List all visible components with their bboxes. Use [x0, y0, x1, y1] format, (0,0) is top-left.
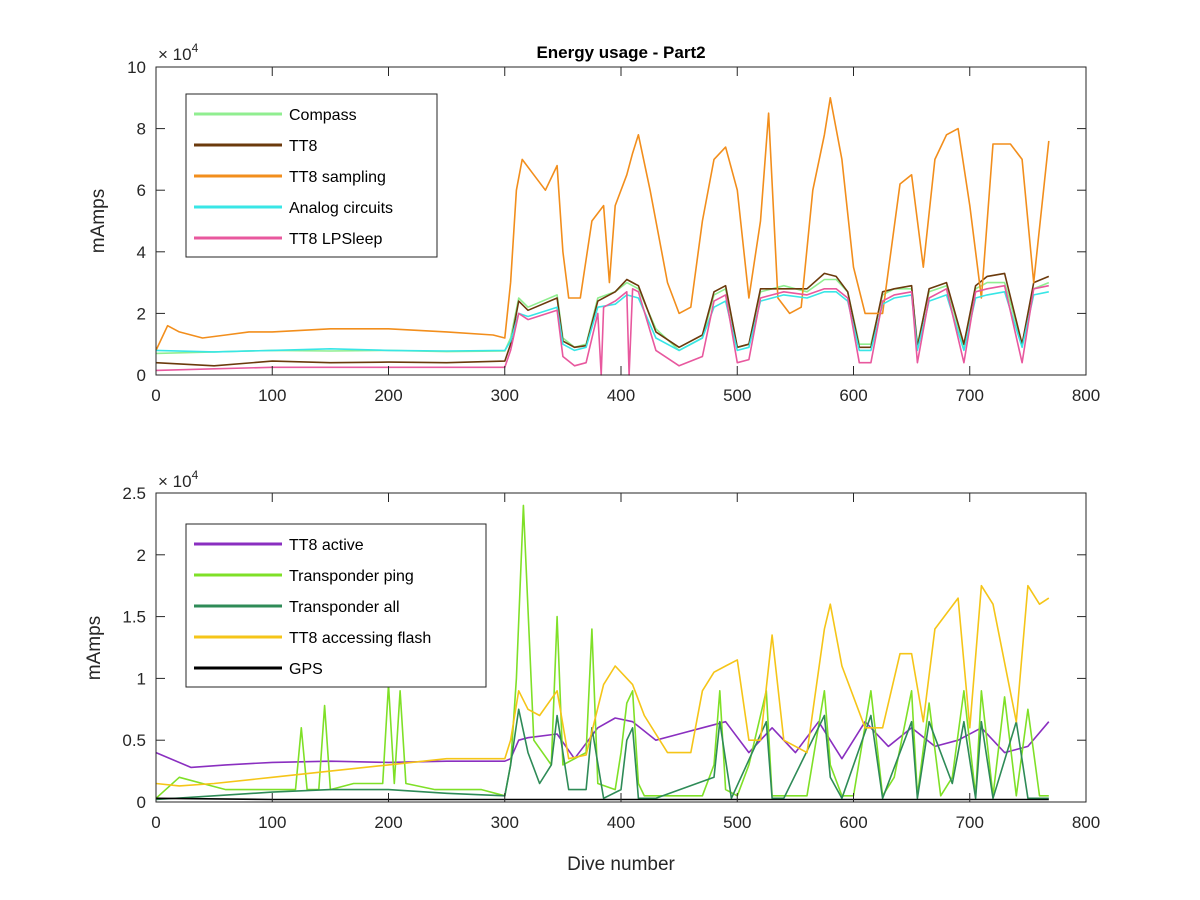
bottom-legend-label-gps: GPS [289, 661, 323, 678]
bottom-series-line-tt8-accessing-flash [155, 584, 1050, 787]
top-y-axis-label: mAmps [88, 189, 109, 253]
bottom-x-tick-label: 200 [374, 813, 402, 832]
top-legend-label-tt8-lpsleep: TT8 LPSleep [289, 231, 382, 248]
bottom-legend-label-transponder-all: Transponder all [289, 599, 400, 616]
chart-title: Energy usage - Part2 [536, 43, 705, 62]
top-legend-label-tt8: TT8 [289, 138, 318, 155]
top-x-tick-label: 600 [839, 386, 867, 405]
bottom-y-axis-label: mAmps [84, 616, 105, 680]
bottom-x-tick-label: 500 [723, 813, 751, 832]
bottom-ticks-group: 0 100 200 300 400 500 600 700 800 0 0.5 1 1.5 2 2.5 [122, 484, 1100, 832]
bottom-axes-box [155, 492, 1087, 803]
bottom-y-exponent: × 104 [158, 468, 199, 491]
bottom-x-axis-label: Dive number [567, 854, 675, 875]
bottom-series-line-transponder-all [155, 708, 1049, 801]
top-legend-label-analog-circuits: Analog circuits [289, 200, 393, 217]
bottom-x-tick-label: 600 [839, 813, 867, 832]
top-x-tick-label: 200 [374, 386, 402, 405]
bottom-x-tick-label: 300 [491, 813, 519, 832]
top-series-line-tt8-sampling [155, 97, 1050, 351]
bottom-x-tick-label: 100 [258, 813, 286, 832]
top-y-tick-label: 10 [127, 58, 146, 77]
top-legend-label-compass: Compass [289, 107, 357, 124]
bottom-x-tick-label: 400 [607, 813, 635, 832]
bottom-y-tick-label: 1 [137, 669, 146, 688]
top-axes: Energy usage - Part2 mAmps × 104 0 100 200… [88, 41, 1100, 405]
top-legend-label-tt8-sampling: TT8 sampling [289, 169, 386, 186]
top-y-tick-label: 2 [137, 304, 146, 323]
bottom-y-tick-label: 2.5 [122, 484, 146, 503]
bottom-y-tick-label: 2 [137, 546, 146, 565]
top-ticks-group: 0 100 200 300 400 500 600 700 800 0 2 4 6 8 10 [127, 58, 1100, 405]
bottom-legend: TT8 active Transponder ping Transponder al… [185, 523, 487, 688]
top-x-tick-label: 100 [258, 386, 286, 405]
bottom-x-tick-label: 800 [1072, 813, 1100, 832]
bottom-x-tick-label: 0 [151, 813, 160, 832]
bottom-x-tick-label: 700 [956, 813, 984, 832]
top-y-tick-label: 4 [137, 243, 146, 262]
bottom-y-tick-label: 0.5 [122, 731, 146, 750]
top-x-tick-label: 0 [151, 386, 160, 405]
top-x-tick-label: 300 [491, 386, 519, 405]
bottom-legend-label-tt8-active: TT8 active [289, 537, 364, 554]
top-legend: Compass TT8 TT8 sampling Analog circuits TT8… [185, 93, 438, 258]
top-x-tick-label: 700 [956, 386, 984, 405]
top-x-tick-label: 400 [607, 386, 635, 405]
top-y-exponent: × 104 [158, 41, 199, 64]
bottom-legend-label-transponder-ping: Transponder ping [289, 568, 414, 585]
top-axes-box [155, 66, 1087, 376]
top-y-tick-label: 0 [137, 366, 146, 385]
top-x-tick-label: 500 [723, 386, 751, 405]
top-series-group [155, 97, 1050, 376]
bottom-y-tick-label: 0 [137, 793, 146, 812]
bottom-y-tick-label: 1.5 [122, 608, 146, 627]
top-x-tick-label: 800 [1072, 386, 1100, 405]
bottom-series-line-transponder-ping [155, 504, 1049, 799]
bottom-axes: mAmps Dive number × 104 0 100 200 300 400 500… [84, 468, 1100, 875]
top-y-tick-label: 6 [137, 181, 146, 200]
bottom-legend-label-tt8-accessing-flash: TT8 accessing flash [289, 630, 431, 647]
top-series-line-tt8-lpsleep [155, 284, 1049, 376]
top-y-tick-label: 8 [137, 120, 146, 139]
